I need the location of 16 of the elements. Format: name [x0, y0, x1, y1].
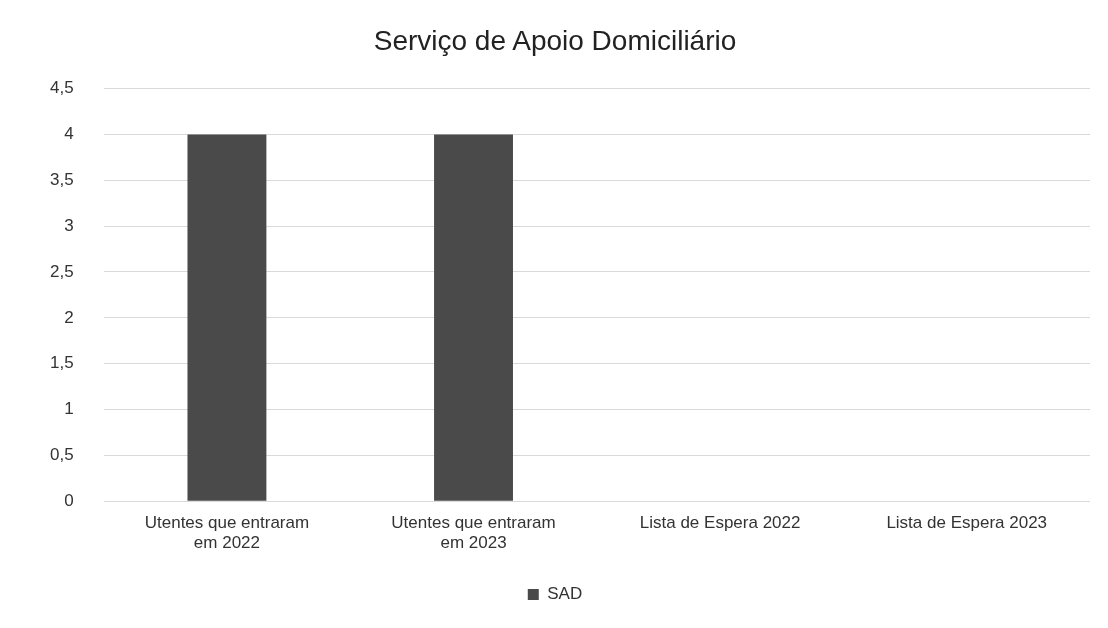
y-tick-label: 4 — [64, 124, 74, 144]
y-tick-label: 0 — [64, 490, 74, 510]
y-tick-label: 3,5 — [49, 169, 74, 189]
x-tick-label: Utentes que entraram em 2023 — [391, 513, 556, 553]
y-tick-label: 0,5 — [49, 445, 74, 465]
legend-label: SAD — [547, 584, 583, 604]
x-tick-label: Lista de Espera 2023 — [886, 513, 1048, 533]
x-tick-label: Utentes que entraram em 2022 — [144, 513, 310, 553]
y-tick-label: 1 — [64, 399, 74, 419]
y-tick-label: 1,5 — [49, 353, 74, 373]
y-tick-label: 2 — [64, 307, 74, 327]
x-tick-label: Lista de Espera 2022 — [639, 513, 801, 533]
y-tick-label: 4,5 — [49, 78, 74, 98]
chart-title: Serviço de Apoio Domiciliário — [373, 24, 737, 56]
y-tick-label: 2,5 — [49, 261, 74, 281]
y-tick-label: 3 — [64, 215, 74, 235]
